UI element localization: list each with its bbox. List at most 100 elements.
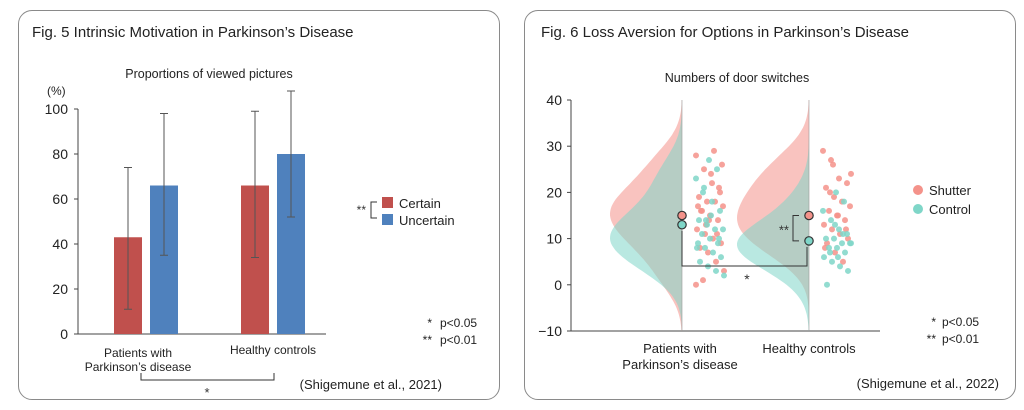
data-point-control	[703, 217, 709, 224]
sig-note-mark: **	[423, 333, 433, 347]
figure-5-y-unit: (%)	[47, 84, 66, 98]
group-sig-mark: *	[744, 271, 750, 287]
data-point-shutter	[701, 166, 707, 173]
data-point-control	[828, 217, 834, 224]
data-point-control	[715, 240, 721, 247]
data-point-shutter	[720, 203, 726, 210]
data-point-shutter	[694, 226, 700, 233]
data-point-control	[707, 235, 713, 242]
data-point-shutter	[843, 226, 849, 233]
data-point-shutter	[840, 258, 846, 265]
legend-swatch-uncertain	[382, 214, 393, 225]
data-point-control	[826, 244, 832, 251]
legend-label-shutter: Shutter	[929, 183, 972, 198]
data-point-control	[700, 189, 706, 196]
data-point-control	[845, 267, 851, 274]
data-point-shutter	[714, 230, 720, 237]
density-control	[737, 100, 809, 331]
figure-6-title: Fig. 6 Loss Aversion for Options in Park…	[541, 24, 909, 41]
y-tick-label: 60	[52, 191, 68, 207]
sig-note-text: p<0.01	[440, 333, 477, 347]
data-point-shutter	[829, 226, 835, 233]
data-point-control	[712, 226, 718, 233]
within-sig-mark: **	[779, 222, 789, 237]
data-point-control	[697, 258, 703, 265]
data-point-shutter	[831, 194, 837, 201]
sig-note-mark: *	[427, 316, 432, 330]
figure-5-title: Fig. 5 Intrinsic Motivation in Parkinson…	[32, 24, 354, 41]
x-category-label: Healthy controls	[762, 341, 856, 356]
data-point-shutter	[717, 189, 723, 196]
figure-5-citation: (Shigemune et al., 2021)	[300, 377, 442, 392]
y-tick-label: 0	[60, 326, 68, 342]
x-category-label: Patients with	[643, 341, 717, 356]
legend-sig-bracket	[370, 201, 377, 219]
y-tick-label: −10	[538, 323, 562, 339]
data-point-control	[832, 221, 838, 228]
data-point-shutter	[696, 194, 702, 201]
data-point-control	[836, 226, 842, 233]
data-point-control	[713, 267, 719, 274]
y-tick-label: 10	[546, 231, 562, 247]
y-tick-label: 40	[546, 92, 562, 108]
data-point-control	[701, 184, 707, 191]
data-point-control	[716, 235, 722, 242]
data-point-control	[699, 230, 705, 237]
data-point-control	[696, 217, 702, 224]
data-point-shutter	[836, 175, 842, 182]
data-point-control	[718, 254, 724, 261]
y-tick-label: 80	[52, 146, 68, 162]
data-point-control	[721, 272, 727, 279]
data-point-shutter	[695, 203, 701, 210]
y-tick-label: 40	[52, 236, 68, 252]
y-tick-label: 100	[45, 101, 69, 117]
data-point-control	[835, 254, 841, 261]
data-point-shutter	[835, 212, 841, 219]
mean-marker-control	[804, 236, 814, 246]
legend-label-control: Control	[929, 202, 971, 217]
data-point-shutter	[708, 170, 714, 177]
data-point-shutter	[826, 207, 832, 214]
data-point-control	[823, 235, 829, 242]
data-point-shutter	[828, 157, 834, 164]
data-point-control	[848, 240, 854, 247]
data-point-shutter	[709, 180, 715, 187]
data-point-shutter	[704, 198, 710, 205]
data-point-shutter	[844, 180, 850, 187]
legend-swatch-shutter	[913, 185, 923, 195]
y-tick-label: 30	[546, 138, 562, 154]
data-point-control	[820, 207, 826, 214]
data-point-shutter	[832, 249, 838, 256]
data-point-shutter	[698, 207, 704, 214]
data-point-shutter	[845, 235, 851, 242]
figure-6-citation: (Shigemune et al., 2022)	[857, 376, 999, 391]
data-point-shutter	[721, 267, 727, 274]
data-point-control	[842, 249, 848, 256]
mean-marker-control	[677, 219, 687, 230]
data-point-shutter	[842, 217, 848, 224]
data-point-control	[821, 254, 827, 261]
figure-5-chart-title: Proportions of viewed pictures	[125, 67, 292, 81]
data-point-control	[714, 166, 720, 173]
sig-note-text: p<0.05	[440, 316, 477, 330]
data-point-shutter	[700, 277, 706, 284]
data-point-shutter	[848, 170, 854, 177]
data-point-shutter	[719, 161, 725, 168]
legend-label-uncertain: Uncertain	[399, 213, 455, 228]
data-point-control	[827, 249, 833, 256]
group-sig-bracket	[140, 373, 275, 381]
data-point-control	[708, 212, 714, 219]
data-point-shutter	[693, 281, 699, 288]
data-point-control	[834, 244, 840, 251]
density-control	[610, 100, 682, 331]
data-point-control	[694, 244, 700, 251]
x-category-label: Parkinson’s disease	[622, 357, 737, 372]
data-point-control	[720, 226, 726, 233]
data-point-shutter	[705, 249, 711, 256]
data-point-control	[840, 230, 846, 237]
data-point-shutter	[693, 152, 699, 159]
data-point-control	[837, 263, 843, 270]
x-category-label: Healthy controls	[230, 343, 316, 357]
sig-note-text: p<0.05	[942, 315, 979, 329]
within-sig-bracket	[792, 215, 799, 242]
